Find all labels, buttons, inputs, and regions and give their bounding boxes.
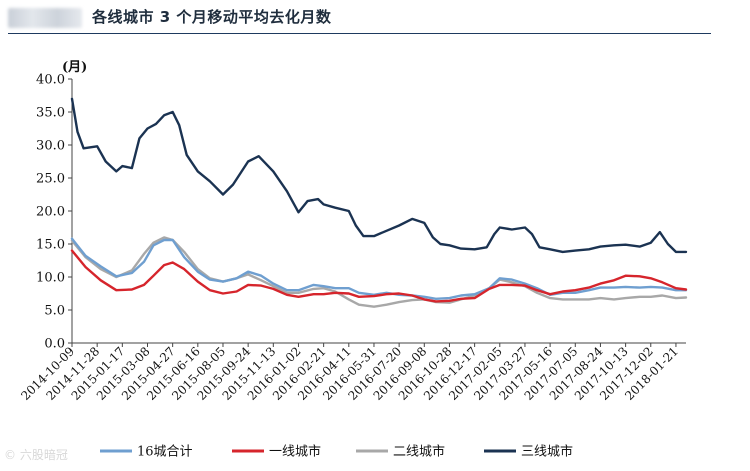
y-axis-label: (月)	[62, 60, 87, 75]
y-tick-label: 20.0	[36, 205, 65, 220]
chart-axes	[71, 79, 686, 344]
series-lines	[70, 97, 688, 308]
y-axis-ticks: 40.0 35.0 30.0 25.0 20.0 15.0 10.0 5.0 0.0	[36, 73, 72, 352]
legend-label: 三线城市	[521, 444, 573, 460]
y-tick-label: 10.0	[36, 271, 65, 286]
y-tick-label: 0.0	[44, 337, 65, 352]
chart-title: 各线城市 3 个月移动平均去化月数	[92, 8, 332, 26]
series-line-2	[70, 249, 688, 303]
y-tick-label: 40.0	[36, 73, 65, 88]
title-divider	[8, 33, 711, 34]
series-line-4	[70, 97, 688, 254]
y-tick-label: 5.0	[44, 304, 65, 319]
x-axis-ticks: 2014-10-092014-11-282015-01-172015-03-08…	[18, 343, 681, 403]
y-tick-label: 25.0	[36, 172, 65, 187]
watermark: © 六股暗冠	[4, 446, 68, 463]
series-line-1	[70, 237, 688, 300]
legend-label: 一线城市	[269, 444, 321, 460]
blurred-logo	[8, 8, 82, 28]
y-tick-label: 35.0	[36, 106, 65, 121]
y-tick-label: 30.0	[36, 139, 65, 154]
legend-label: 二线城市	[393, 444, 445, 460]
legend: 16城合计 一线城市 二线城市 三线城市	[100, 444, 573, 460]
legend-label: 16城合计	[137, 445, 193, 460]
camera-watermark-icon: © 六股暗冠	[4, 448, 68, 462]
header: 各线城市 3 个月移动平均去化月数	[0, 0, 750, 34]
y-tick-label: 15.0	[36, 238, 65, 253]
